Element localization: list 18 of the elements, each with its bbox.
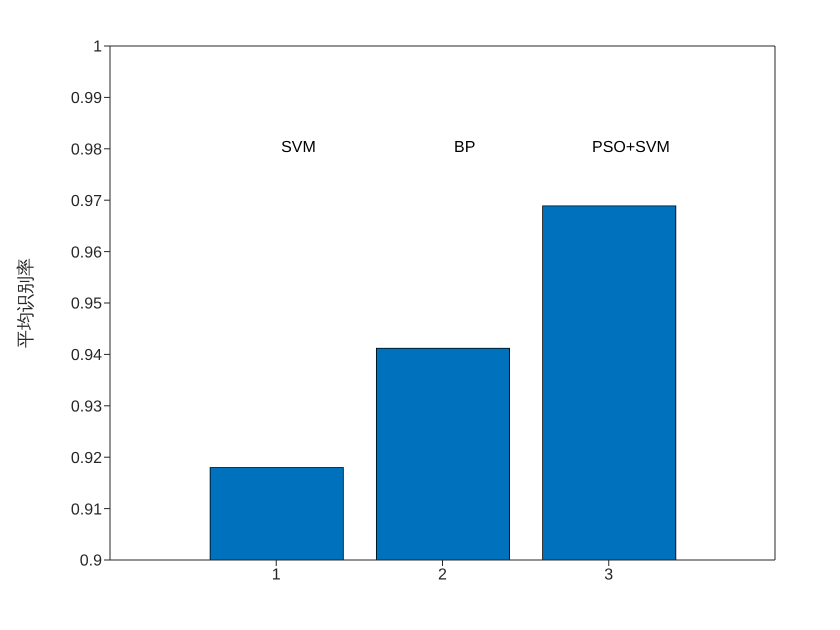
y-tick-label: 0.95 — [70, 296, 102, 313]
x-tick-label: 1 — [272, 566, 281, 584]
annotation: SVM — [281, 139, 316, 156]
annotation: PSO+SVM — [592, 139, 670, 156]
y-tick-label: 0.96 — [70, 244, 102, 262]
x-tick-label: 3 — [604, 566, 614, 584]
y-tick-label: 0.91 — [70, 501, 102, 518]
y-tick-label: 0.98 — [70, 141, 102, 158]
y-tick-label: 0.99 — [70, 90, 102, 108]
y-tick-label: 0.9 — [80, 552, 102, 570]
y-tick-label: 1 — [93, 38, 102, 56]
y-axis-title: 平均识别率 — [15, 258, 36, 348]
y-tick-label: 0.93 — [70, 398, 102, 416]
annotation: BP — [454, 139, 476, 156]
y-tick-label: 0.97 — [70, 192, 102, 210]
x-tick-label: 2 — [438, 566, 448, 584]
y-tick-label: 0.94 — [70, 347, 102, 364]
y-tick-label: 0.92 — [70, 450, 102, 467]
